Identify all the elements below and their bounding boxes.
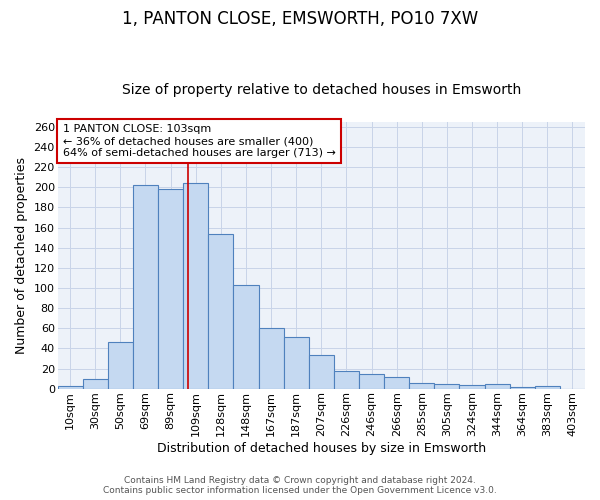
- Text: 1, PANTON CLOSE, EMSWORTH, PO10 7XW: 1, PANTON CLOSE, EMSWORTH, PO10 7XW: [122, 10, 478, 28]
- Bar: [509, 386, 535, 388]
- Bar: [183, 183, 208, 388]
- Bar: [259, 328, 284, 388]
- Bar: [83, 378, 108, 388]
- Bar: [108, 342, 133, 388]
- Bar: [58, 386, 83, 388]
- Bar: [133, 185, 158, 388]
- Bar: [208, 234, 233, 388]
- Bar: [309, 356, 334, 388]
- Bar: [434, 384, 460, 388]
- Title: Size of property relative to detached houses in Emsworth: Size of property relative to detached ho…: [122, 83, 521, 97]
- Bar: [485, 384, 509, 388]
- Bar: [158, 190, 183, 388]
- Bar: [460, 384, 485, 388]
- Bar: [233, 285, 259, 389]
- X-axis label: Distribution of detached houses by size in Emsworth: Distribution of detached houses by size …: [157, 442, 486, 455]
- Bar: [384, 376, 409, 388]
- Text: Contains HM Land Registry data © Crown copyright and database right 2024.
Contai: Contains HM Land Registry data © Crown c…: [103, 476, 497, 495]
- Y-axis label: Number of detached properties: Number of detached properties: [15, 156, 28, 354]
- Bar: [535, 386, 560, 388]
- Bar: [284, 338, 309, 388]
- Text: 1 PANTON CLOSE: 103sqm
← 36% of detached houses are smaller (400)
64% of semi-de: 1 PANTON CLOSE: 103sqm ← 36% of detached…: [63, 124, 336, 158]
- Bar: [359, 374, 384, 388]
- Bar: [334, 370, 359, 388]
- Bar: [409, 382, 434, 388]
